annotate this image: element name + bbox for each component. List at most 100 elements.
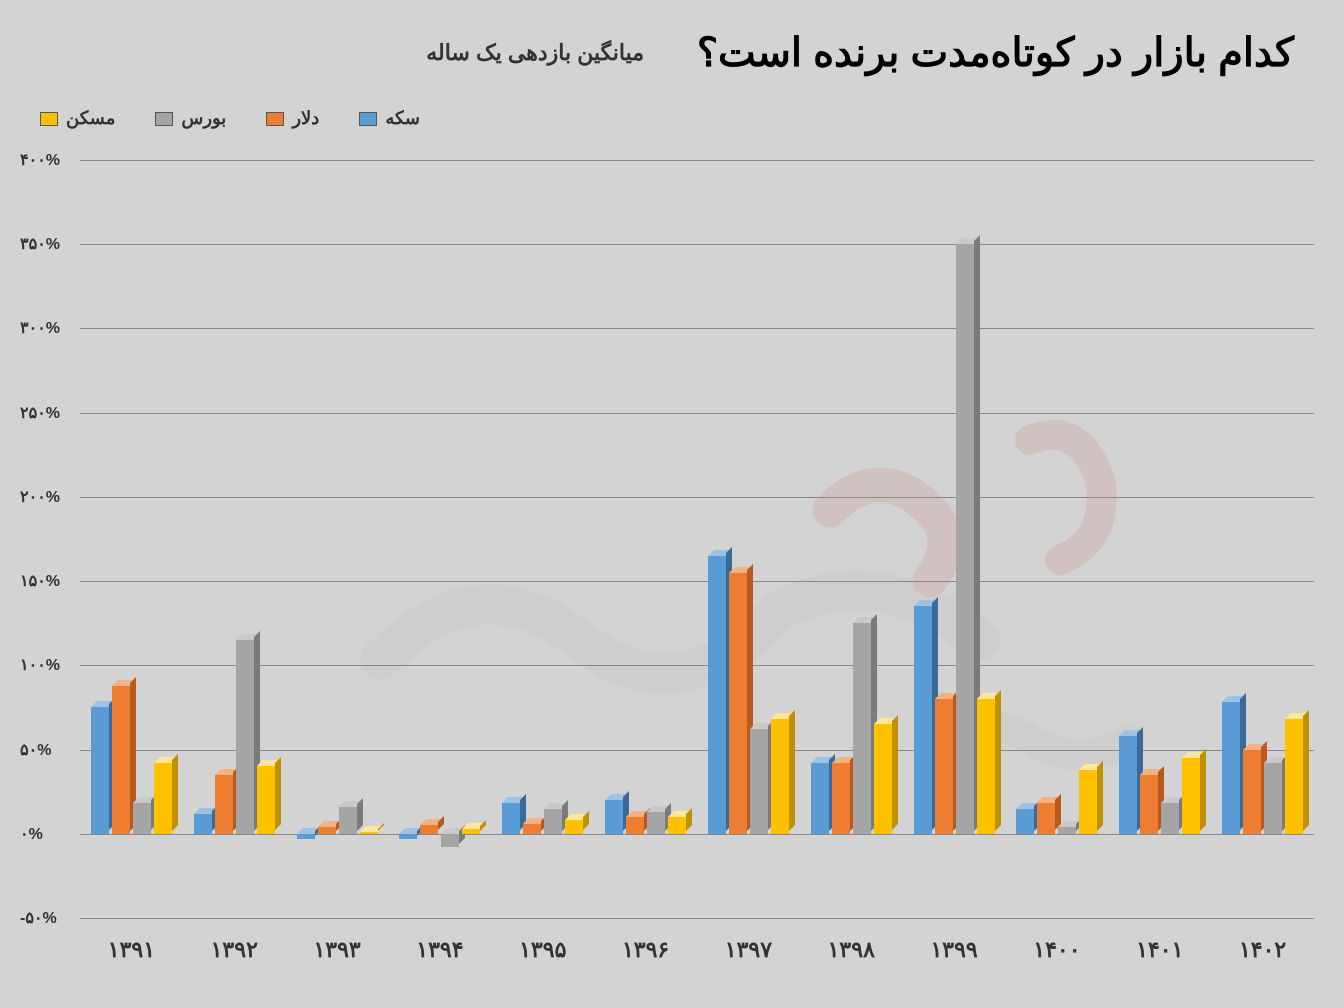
bar-side-face — [995, 690, 1001, 831]
bar — [1161, 803, 1179, 833]
bar — [914, 606, 932, 833]
legend-label: سکه — [385, 108, 420, 129]
bar — [1079, 770, 1097, 834]
x-axis-label: ۱۳۹۸ — [828, 937, 875, 963]
legend-swatch — [266, 112, 284, 126]
grid-line — [80, 413, 1314, 414]
bar — [297, 834, 315, 839]
x-axis-label: ۱۳۹۷ — [725, 937, 772, 963]
bar — [935, 699, 953, 834]
bar — [441, 834, 459, 847]
bar — [1264, 763, 1282, 834]
bar — [1016, 809, 1034, 834]
bar — [668, 817, 686, 834]
bar-side-face — [275, 757, 281, 830]
x-axis-label: ۱۳۹۶ — [622, 937, 669, 963]
bar-side-face — [583, 811, 589, 830]
bar-side-face — [1097, 761, 1103, 831]
bar-side-face — [172, 754, 178, 831]
legend-swatch — [359, 112, 377, 126]
chart-container: کدام بازار در کوتاه‌مدت برنده است؟ میانگ… — [0, 0, 1344, 1008]
bar — [977, 699, 995, 834]
bar — [399, 834, 417, 839]
legend-item: دلار — [266, 108, 319, 129]
x-axis-label: ۱۳۹۱ — [108, 937, 155, 963]
bar — [154, 763, 172, 834]
bar-side-face — [480, 820, 486, 831]
grid-line — [80, 328, 1314, 329]
grid-line — [80, 160, 1314, 161]
bar — [318, 827, 336, 834]
bar — [257, 766, 275, 833]
bar — [215, 775, 233, 834]
bar — [832, 763, 850, 834]
bar — [853, 623, 871, 834]
bar — [956, 244, 974, 834]
bar — [339, 807, 357, 834]
bar — [605, 800, 623, 834]
grid-line — [80, 244, 1314, 245]
bar — [502, 803, 520, 833]
grid-line — [80, 918, 1314, 919]
bar — [236, 640, 254, 834]
y-axis-label: ۰% — [20, 824, 70, 844]
bar — [1222, 702, 1240, 833]
x-axis-label: ۱۴۰۰ — [1033, 937, 1080, 963]
grid-line — [80, 581, 1314, 582]
legend-label: بورس — [181, 108, 226, 129]
bar — [750, 729, 768, 833]
bar — [360, 832, 378, 834]
x-axis-label: ۱۳۹۵ — [519, 937, 566, 963]
y-axis-label: ۲۰۰% — [20, 487, 70, 507]
plot-area: -۵۰%۰%۵۰%۱۰۰%۱۵۰%۲۰۰%۲۵۰%۳۰۰%۳۵۰%۴۰۰%۱۳۹… — [80, 160, 1314, 918]
grid-line — [80, 834, 1314, 835]
bar-side-face — [357, 798, 363, 831]
x-axis-label: ۱۴۰۱ — [1136, 937, 1183, 963]
legend-label: مسکن — [66, 108, 115, 129]
x-axis-label: ۱۴۰۲ — [1239, 937, 1286, 963]
chart-title: کدام بازار در کوتاه‌مدت برنده است؟ — [697, 30, 1294, 76]
bar — [194, 814, 212, 834]
bar — [1037, 803, 1055, 833]
bar — [1140, 775, 1158, 834]
bar — [133, 803, 151, 833]
bar-side-face — [1200, 749, 1206, 831]
y-axis-label: ۱۵۰% — [20, 571, 70, 591]
grid-line — [80, 665, 1314, 666]
bar — [1182, 758, 1200, 834]
bar — [1243, 750, 1261, 834]
y-axis-label: ۵۰% — [20, 740, 70, 760]
legend-swatch — [155, 112, 173, 126]
x-axis-label: ۱۳۹۲ — [211, 937, 258, 963]
legend-item: بورس — [155, 108, 226, 129]
bar-side-face — [1303, 710, 1309, 831]
y-axis-label: ۴۰۰% — [20, 150, 70, 170]
bar — [729, 573, 747, 834]
legend: سکه دلار بورس مسکن — [40, 108, 420, 129]
y-axis-label: ۲۵۰% — [20, 403, 70, 423]
bar — [565, 820, 583, 833]
legend-item: سکه — [359, 108, 420, 129]
chart-subtitle: میانگین بازدهی یک ساله — [426, 40, 644, 66]
legend-swatch — [40, 112, 58, 126]
bar-side-face — [892, 715, 898, 830]
bar-side-face — [686, 808, 692, 831]
bar — [647, 812, 665, 834]
bar — [874, 724, 892, 833]
bar-side-face — [789, 710, 795, 831]
x-axis-label: ۱۳۹۳ — [313, 937, 360, 963]
bar — [1285, 719, 1303, 834]
bar — [420, 825, 438, 833]
bar — [1119, 736, 1137, 834]
bar — [544, 809, 562, 834]
y-axis-label: -۵۰% — [20, 908, 70, 928]
bar — [523, 824, 541, 834]
x-axis-label: ۱۳۹۹ — [930, 937, 977, 963]
legend-item: مسکن — [40, 108, 115, 129]
bar — [462, 829, 480, 834]
bar — [112, 686, 130, 834]
y-axis-label: ۳۰۰% — [20, 318, 70, 338]
bar — [626, 817, 644, 834]
bar — [91, 707, 109, 833]
bar — [1058, 827, 1076, 834]
